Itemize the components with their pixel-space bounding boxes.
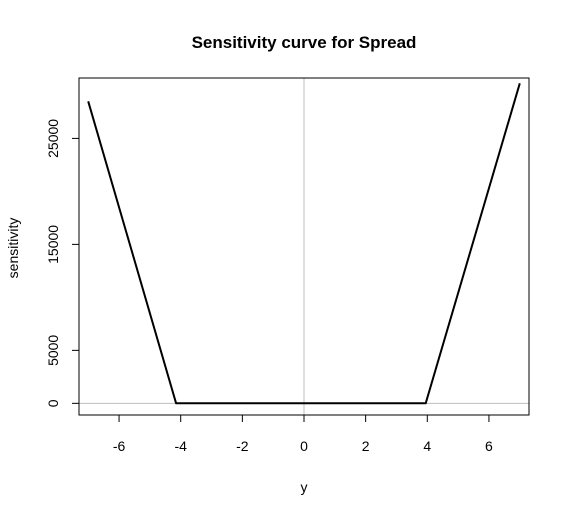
y-tick-label: 15000 <box>45 225 61 264</box>
x-tick-label: 6 <box>485 438 493 454</box>
y-tick-label: 25000 <box>45 119 61 158</box>
series-line <box>87 83 521 405</box>
y-tick-label: 5000 <box>45 335 61 366</box>
x-tick-label: 0 <box>300 438 308 454</box>
y-tick-label: 0 <box>45 399 61 407</box>
x-tick-label: 4 <box>423 438 431 454</box>
x-axis: -6 -4 -2 0 2 4 6 <box>113 414 493 454</box>
chart-title: Sensitivity curve for Spread <box>192 33 417 52</box>
x-tick-label: -4 <box>174 438 187 454</box>
reference-lines <box>79 78 529 415</box>
x-axis-label: y <box>301 479 308 495</box>
x-tick-label: -2 <box>236 438 249 454</box>
x-tick-label: 2 <box>362 438 370 454</box>
y-axis: 0 5000 15000 25000 <box>45 119 80 407</box>
x-tick-label: -6 <box>113 438 126 454</box>
series-group <box>87 83 521 405</box>
y-axis-label: sensitivity <box>5 218 21 279</box>
